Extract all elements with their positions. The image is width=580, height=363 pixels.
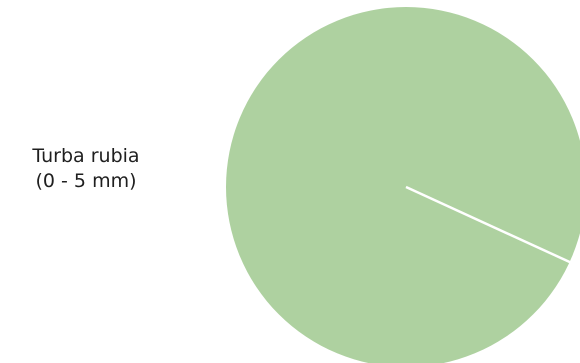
pie-slice [226, 7, 580, 363]
slice-label-line-1: Turba rubia [32, 145, 140, 167]
slice-label: Turba rubia (0 - 5 mm) [8, 144, 164, 194]
slice-label-line-2: (0 - 5 mm) [35, 170, 137, 192]
slice-boundary-line [405, 185, 575, 266]
